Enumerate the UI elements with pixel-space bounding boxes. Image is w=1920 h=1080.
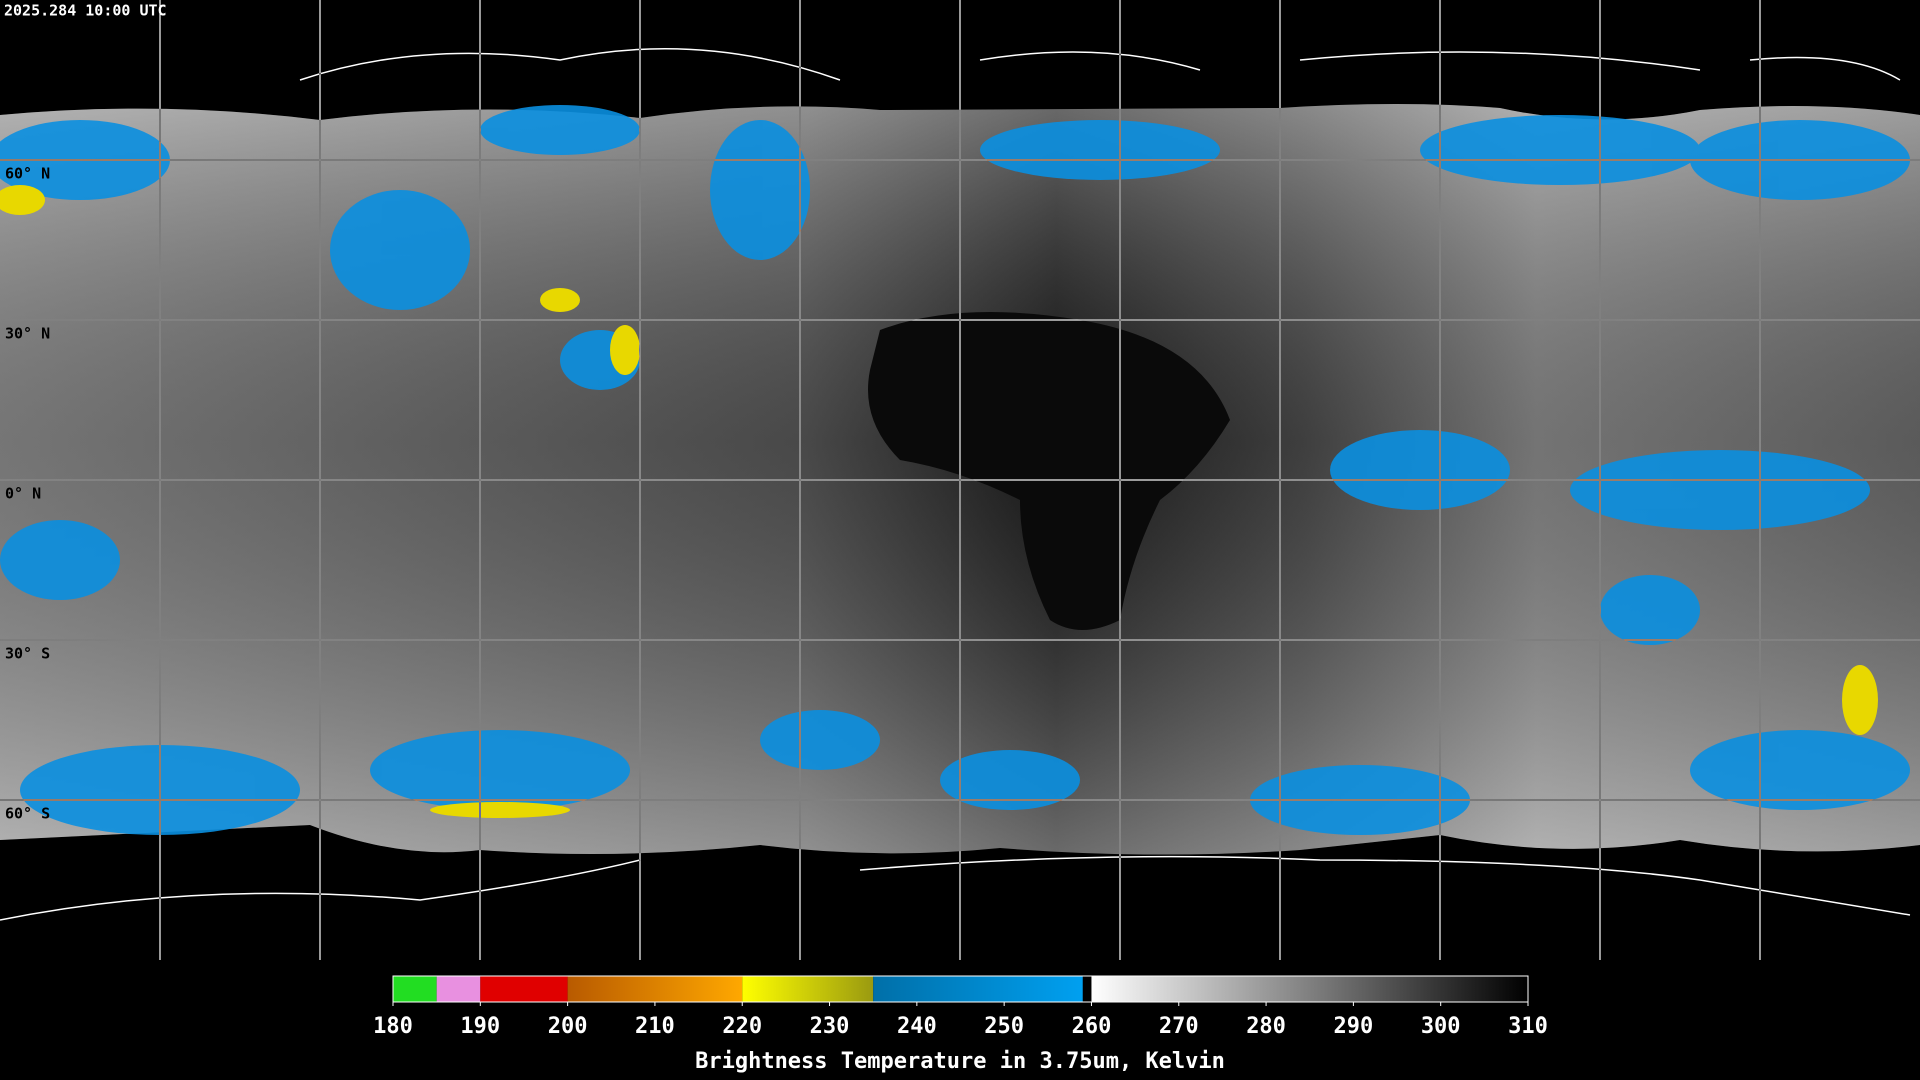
colorbar-frame: [392, 975, 1529, 1003]
colorbar-tick-label: 220: [722, 1014, 762, 1039]
grid: 60° N 30° N 0° N 30° S 60° S: [0, 0, 1920, 960]
colorbar-tick-label: 290: [1334, 1014, 1374, 1039]
timestamp: 2025.284 10:00 UTC: [4, 2, 167, 20]
colorbar-segment: [567, 976, 743, 1002]
latitude-label: 0° N: [5, 485, 41, 503]
colorbar-tick-label: 180: [373, 1014, 413, 1039]
colorbar-tick-label: 250: [984, 1014, 1024, 1039]
colorbar-tick-label: 300: [1421, 1014, 1461, 1039]
colorbar: 180 190 200 210 220 230 240 250 260 270 280 290 300 3…: [373, 975, 1548, 1039]
colorbar-segment: [480, 976, 568, 1002]
latitude-label: 30° S: [5, 645, 50, 663]
colorbar-tick-label: 310: [1508, 1014, 1548, 1039]
colorbar-segment: [1091, 976, 1528, 1002]
colorbar-tick-label: 190: [460, 1014, 500, 1039]
latitude-label: 60° S: [5, 805, 50, 823]
colorbar-tick-label: 230: [810, 1014, 850, 1039]
colorbar-tick-label: 260: [1072, 1014, 1112, 1039]
colorbar-tick-label: 210: [635, 1014, 675, 1039]
colorbar-tick-label: 280: [1246, 1014, 1286, 1039]
colorbar-title: Brightness Temperature in 3.75um, Kelvin: [695, 1049, 1225, 1074]
latitude-label: 60° N: [5, 165, 50, 183]
colorbar-tick-label: 240: [897, 1014, 937, 1039]
latitude-label: 30° N: [5, 325, 50, 343]
colorbar-tick-label: 200: [548, 1014, 588, 1039]
colorbar-segment: [742, 976, 874, 1002]
colorbar-tick-label: 270: [1159, 1014, 1199, 1039]
colorbar-segment: [393, 976, 437, 1002]
colorbar-segment: [873, 976, 1083, 1002]
colorbar-segment: [436, 976, 481, 1002]
